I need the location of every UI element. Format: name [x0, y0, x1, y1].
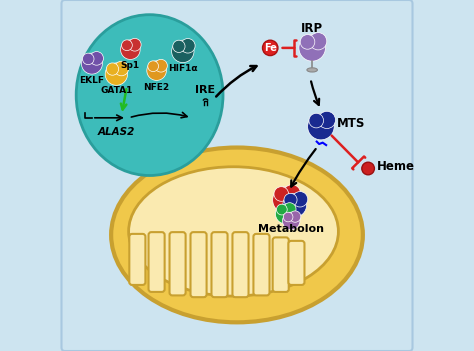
- Circle shape: [283, 203, 296, 216]
- FancyBboxPatch shape: [191, 232, 207, 297]
- Circle shape: [310, 33, 327, 50]
- Circle shape: [173, 40, 185, 53]
- Ellipse shape: [111, 147, 363, 322]
- Circle shape: [274, 187, 289, 201]
- Circle shape: [309, 113, 324, 128]
- FancyBboxPatch shape: [254, 234, 270, 296]
- Text: EKLF: EKLF: [80, 76, 104, 85]
- Ellipse shape: [307, 68, 318, 72]
- Circle shape: [172, 40, 194, 62]
- Circle shape: [275, 204, 295, 224]
- Circle shape: [318, 111, 336, 128]
- Circle shape: [308, 113, 334, 140]
- Text: Heme: Heme: [377, 160, 415, 173]
- Circle shape: [283, 185, 301, 202]
- Circle shape: [299, 35, 326, 61]
- Circle shape: [82, 53, 94, 65]
- Ellipse shape: [76, 15, 223, 176]
- Text: MTS: MTS: [337, 117, 365, 130]
- Circle shape: [290, 211, 301, 222]
- Text: HIF1α: HIF1α: [168, 64, 198, 73]
- Text: GATA1: GATA1: [100, 86, 133, 95]
- Text: IRE: IRE: [195, 85, 216, 95]
- Circle shape: [181, 39, 195, 53]
- Circle shape: [106, 63, 118, 75]
- Circle shape: [283, 212, 293, 222]
- Text: NFE2: NFE2: [144, 82, 170, 92]
- Circle shape: [147, 61, 166, 80]
- Circle shape: [121, 40, 132, 51]
- Circle shape: [283, 193, 307, 217]
- FancyBboxPatch shape: [170, 232, 186, 296]
- Circle shape: [155, 59, 167, 72]
- Circle shape: [300, 35, 315, 49]
- Circle shape: [263, 40, 278, 55]
- Circle shape: [105, 63, 128, 85]
- FancyBboxPatch shape: [273, 237, 289, 292]
- Circle shape: [90, 52, 103, 65]
- Text: Metabolon: Metabolon: [258, 224, 324, 234]
- Circle shape: [362, 162, 374, 175]
- Circle shape: [292, 192, 308, 207]
- Ellipse shape: [128, 167, 338, 296]
- FancyBboxPatch shape: [148, 232, 164, 292]
- Text: Fe: Fe: [264, 43, 277, 53]
- Circle shape: [82, 53, 102, 74]
- FancyBboxPatch shape: [129, 234, 146, 285]
- Circle shape: [284, 193, 297, 206]
- FancyBboxPatch shape: [232, 232, 248, 297]
- Circle shape: [114, 61, 128, 76]
- Text: Sp1: Sp1: [121, 61, 140, 70]
- Circle shape: [120, 40, 140, 59]
- Circle shape: [128, 38, 141, 51]
- Circle shape: [148, 61, 158, 72]
- Circle shape: [273, 187, 299, 213]
- Text: ALAS2: ALAS2: [98, 127, 135, 137]
- Circle shape: [276, 204, 287, 215]
- Circle shape: [283, 212, 300, 230]
- FancyBboxPatch shape: [288, 241, 304, 285]
- FancyBboxPatch shape: [211, 232, 228, 297]
- Text: IRP: IRP: [301, 22, 323, 35]
